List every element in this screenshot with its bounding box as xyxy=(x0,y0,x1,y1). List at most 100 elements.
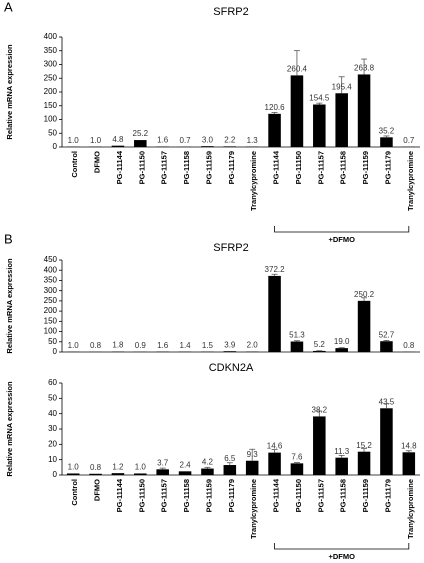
x-tick-label: DFMO xyxy=(93,151,102,173)
value-label: 0.8 xyxy=(90,341,102,350)
y-tick-label: 150 xyxy=(44,101,58,110)
y-tick-label: 40 xyxy=(48,409,57,418)
value-label: 25.2 xyxy=(133,129,149,138)
x-tick-label: Tranylcypromine xyxy=(249,479,258,539)
value-label: 19.0 xyxy=(334,337,350,346)
bar xyxy=(313,350,326,352)
value-label: 38.2 xyxy=(312,406,328,415)
bar xyxy=(268,113,281,147)
value-label: 0.7 xyxy=(403,136,415,145)
y-tick-label: 60 xyxy=(48,378,57,387)
y-tick-label: 200 xyxy=(44,87,58,96)
panel-label: A xyxy=(4,0,13,14)
bar xyxy=(357,451,371,475)
value-label: 51.3 xyxy=(289,331,305,340)
y-tick-label: 250 xyxy=(44,73,58,82)
value-label: 3.9 xyxy=(224,340,236,349)
x-tick-label: Tranylcypromine xyxy=(406,479,415,539)
value-label: 14.6 xyxy=(267,442,283,451)
y-tick-label: 0 xyxy=(53,142,58,151)
y-axis-label: Relative mRNA expression xyxy=(5,258,14,354)
x-tick-label: PG-11179 xyxy=(383,479,392,512)
bar xyxy=(357,300,371,352)
x-tick-label: Control xyxy=(70,479,79,506)
value-label: 6.5 xyxy=(224,454,236,463)
y-tick-label: 350 xyxy=(44,276,58,285)
y-tick-label: 100 xyxy=(44,115,58,124)
bar xyxy=(357,74,371,147)
value-label: 5.2 xyxy=(314,340,326,349)
value-label: 2.0 xyxy=(247,341,259,350)
x-tick-label: PG-11179 xyxy=(383,151,392,184)
bar xyxy=(223,465,237,475)
value-label: 263.8 xyxy=(354,64,375,73)
value-label: 15.2 xyxy=(356,441,372,450)
bar xyxy=(335,457,348,475)
value-label: 14.8 xyxy=(401,441,417,450)
value-label: 1.0 xyxy=(68,463,80,472)
chart-title: SFRP2 xyxy=(213,242,248,254)
bar xyxy=(111,473,125,475)
x-tick-label: PG-11159 xyxy=(204,151,213,184)
y-tick-label: 50 xyxy=(48,393,57,402)
x-tick-label: Tranylcypromine xyxy=(406,151,415,211)
bar xyxy=(223,146,237,147)
bar xyxy=(290,341,304,352)
value-label: 1.3 xyxy=(247,136,259,145)
bar xyxy=(335,93,348,147)
value-label: 154.5 xyxy=(309,94,330,103)
bar xyxy=(335,348,348,352)
bar xyxy=(268,452,281,475)
bracket xyxy=(274,543,410,550)
x-tick-label: PG-11150 xyxy=(137,151,146,184)
value-label: 1.2 xyxy=(112,462,124,471)
x-tick-label: PG-11158 xyxy=(339,479,348,512)
y-tick-label: 400 xyxy=(44,265,58,274)
value-label: 120.6 xyxy=(265,103,286,112)
bar xyxy=(223,351,237,352)
x-tick-label: PG-11159 xyxy=(361,151,370,184)
bar xyxy=(313,104,326,147)
value-label: 9.3 xyxy=(247,450,259,459)
bar xyxy=(402,452,416,475)
x-tick-label: PG-11157 xyxy=(160,151,169,184)
bar xyxy=(380,341,393,352)
bar xyxy=(178,471,192,475)
x-tick-label: PG-11157 xyxy=(316,151,325,184)
bar xyxy=(313,416,326,475)
value-label: 4.2 xyxy=(202,458,214,467)
value-label: 1.4 xyxy=(180,341,192,350)
bar xyxy=(134,473,147,475)
x-tick-label: PG-11157 xyxy=(316,479,325,512)
y-tick-label: 20 xyxy=(48,439,57,448)
value-label: 0.7 xyxy=(180,136,192,145)
value-label: 2.4 xyxy=(180,460,192,469)
y-tick-label: 0 xyxy=(53,470,58,479)
value-label: 1.5 xyxy=(202,341,214,350)
x-tick-label: PG-11158 xyxy=(339,151,348,184)
x-tick-label: PG-11158 xyxy=(182,151,191,184)
annotation: +DFMO xyxy=(328,552,355,561)
bar xyxy=(268,275,281,352)
x-tick-label: PG-11179 xyxy=(227,479,236,512)
value-label: 7.6 xyxy=(291,452,303,461)
value-label: 0.8 xyxy=(90,463,102,472)
y-tick-label: 10 xyxy=(48,455,57,464)
y-tick-label: 250 xyxy=(44,296,58,305)
x-tick-label: PG-11159 xyxy=(204,479,213,512)
value-label: 3.7 xyxy=(157,458,169,467)
value-label: 1.6 xyxy=(157,341,169,350)
y-tick-label: 30 xyxy=(48,424,57,433)
chart-title: CDKN2A xyxy=(209,362,254,374)
y-tick-label: 450 xyxy=(44,255,58,264)
y-tick-label: 150 xyxy=(44,316,58,325)
bar xyxy=(66,473,80,475)
value-label: 250.2 xyxy=(354,290,375,299)
y-tick-label: 300 xyxy=(44,60,58,69)
value-label: 1.0 xyxy=(90,136,102,145)
bar xyxy=(134,140,147,147)
bar xyxy=(201,468,214,475)
y-tick-label: 0 xyxy=(53,347,58,356)
value-label: 0.9 xyxy=(135,341,147,350)
value-label: 4.8 xyxy=(112,135,124,144)
